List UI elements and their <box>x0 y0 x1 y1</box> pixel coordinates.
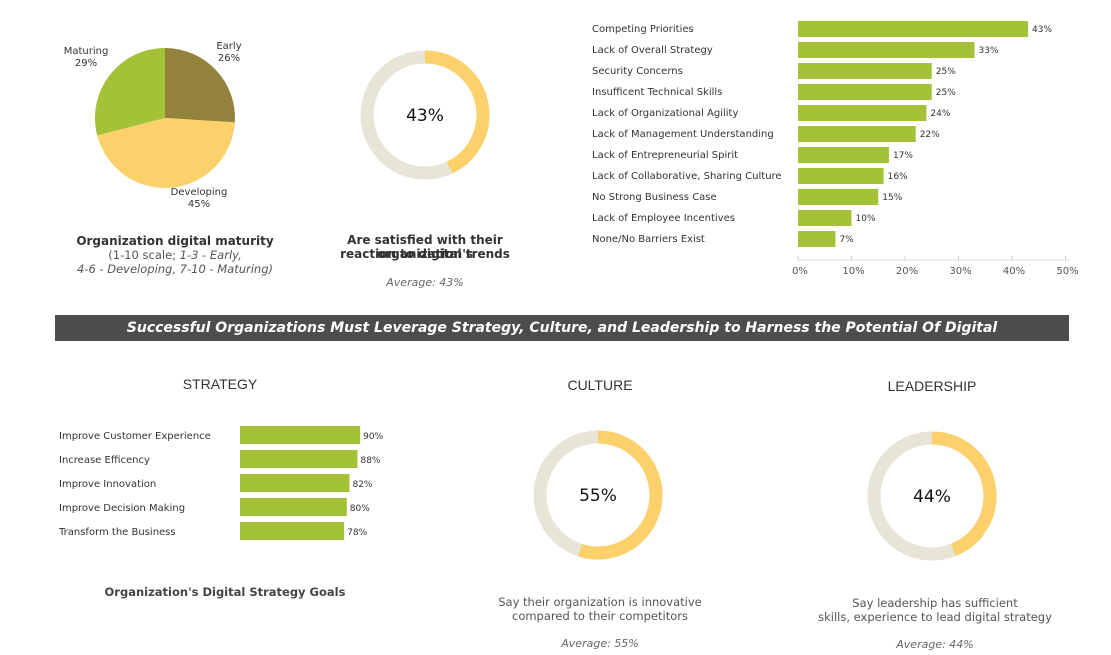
strategy-bar <box>240 474 350 492</box>
donut-center-label: 43% <box>406 106 444 126</box>
pie-label-early: Early <box>216 41 241 52</box>
pie-pct-early: 26% <box>218 53 240 64</box>
barriers-tick-label: 30% <box>949 266 971 275</box>
barrier-label: Lack of Entrepreneurial Spirit <box>592 150 738 161</box>
barriers-bar-chart: Competing Priorities 43% Lack of Overall S… <box>592 21 1079 275</box>
strategy-bar <box>240 522 345 540</box>
maturity-subcaption: (1-10 scale; 1-3 - Early, <box>108 248 242 262</box>
satisfied-average: Average: 43% <box>386 276 464 289</box>
strategy-value-label: 78% <box>347 528 367 538</box>
pie-slice-developing <box>97 118 235 189</box>
culture-caption-1: Say their organization is innovative <box>498 595 702 609</box>
barrier-value-label: 16% <box>888 172 908 182</box>
strategy-label: Improve Innovation <box>59 479 156 490</box>
barrier-value-label: 25% <box>936 88 956 98</box>
strategy-value-label: 82% <box>352 480 372 490</box>
donut-center-label: 44% <box>913 487 951 507</box>
barrier-label: Security Concerns <box>592 66 683 77</box>
barrier-bar <box>798 42 975 58</box>
barriers-tick-label: 40% <box>1003 266 1025 275</box>
barrier-bar <box>798 189 879 205</box>
culture-heading: CULTURE <box>567 377 633 393</box>
barrier-label: None/No Barriers Exist <box>592 234 705 245</box>
barrier-value-label: 24% <box>930 109 950 119</box>
barrier-value-label: 22% <box>920 130 940 140</box>
leadership-donut: 44% <box>867 431 997 561</box>
strategy-label: Improve Customer Experience <box>59 431 211 442</box>
strategy-label: Transform the Business <box>58 527 176 538</box>
strategy-value-label: 88% <box>360 456 380 466</box>
barrier-bar <box>798 168 884 184</box>
strategy-caption: Organization's Digital Strategy Goals <box>104 585 346 599</box>
barrier-bar <box>798 147 889 163</box>
strategy-bar <box>240 426 361 444</box>
pie-label-maturing: Maturing <box>64 46 109 57</box>
barrier-bar <box>798 84 932 100</box>
strategy-label: Increase Efficency <box>59 455 150 466</box>
barrier-bar <box>798 210 852 226</box>
maturity-subcaption-2: 4-6 - Developing, 7-10 - Maturing) <box>76 262 273 276</box>
barrier-bar <box>798 63 932 79</box>
barrier-bar <box>798 231 836 247</box>
barrier-label: No Strong Business Case <box>592 192 717 203</box>
barrier-label: Lack of Organizational Agility <box>592 108 738 119</box>
pie-slice-early <box>165 48 235 123</box>
leadership-caption-2: skills, experience to lead digital strat… <box>818 610 1052 624</box>
barrier-label: Competing Priorities <box>592 24 694 35</box>
barrier-bar <box>798 21 1029 37</box>
satisfied-caption-1: Are satisfied with their organization's <box>347 233 503 261</box>
barriers-tick-label: 0% <box>792 266 808 275</box>
strategy-heading: STRATEGY <box>182 376 258 392</box>
pie-pct-maturing: 29% <box>75 58 97 69</box>
barrier-value-label: 43% <box>1032 25 1052 35</box>
pie-pct-developing: 45% <box>188 199 210 210</box>
barrier-label: Lack of Management Understanding <box>592 129 774 140</box>
leadership-average: Average: 44% <box>896 638 974 651</box>
donut-center-label: 55% <box>579 486 617 506</box>
barrier-value-label: 10% <box>856 214 876 224</box>
barriers-tick-label: 50% <box>1056 266 1078 275</box>
strategy-label: Improve Decision Making <box>59 503 185 514</box>
donut-value-arc <box>931 431 997 556</box>
leadership-heading: LEADERSHIP <box>887 378 977 394</box>
barriers-tick-label: 20% <box>896 266 918 275</box>
barrier-value-label: 33% <box>979 46 999 56</box>
donut-value-arc <box>424 50 490 174</box>
pie-slice-maturing <box>95 48 165 136</box>
banner-title: Successful Organizations Must Leverage S… <box>55 315 1069 341</box>
barrier-value-label: 7% <box>839 235 854 245</box>
strategy-bar <box>240 498 347 516</box>
barrier-bar <box>798 105 927 121</box>
culture-donut: 55% <box>533 430 663 560</box>
strategy-bar <box>240 450 358 468</box>
barrier-bar <box>798 126 916 142</box>
satisfied-caption-2: reaction to digital trends <box>340 247 510 261</box>
maturity-caption: Organization digital maturity <box>76 234 274 248</box>
strategy-value-label: 80% <box>350 504 370 514</box>
barrier-label: Lack of Collaborative, Sharing Culture <box>592 171 782 182</box>
donut-value-arc <box>578 430 663 560</box>
culture-caption-2: compared to their competitors <box>512 609 688 623</box>
barrier-value-label: 15% <box>882 193 902 203</box>
barrier-value-label: 25% <box>936 67 956 77</box>
pie-label-developing: Developing <box>171 187 228 198</box>
barriers-tick-label: 10% <box>842 266 864 275</box>
barrier-value-label: 17% <box>893 151 913 161</box>
barrier-label: Insufficent Technical Skills <box>592 87 722 98</box>
strategy-value-label: 90% <box>363 432 383 442</box>
culture-average: Average: 55% <box>561 637 639 650</box>
satisfied-donut: 43% <box>360 50 490 180</box>
barrier-label: Lack of Employee Incentives <box>592 213 735 224</box>
barrier-label: Lack of Overall Strategy <box>592 45 713 56</box>
strategy-bar-chart: Improve Customer Experience 90% Increase E… <box>58 426 384 540</box>
leadership-caption-1: Say leadership has sufficient <box>852 596 1018 610</box>
